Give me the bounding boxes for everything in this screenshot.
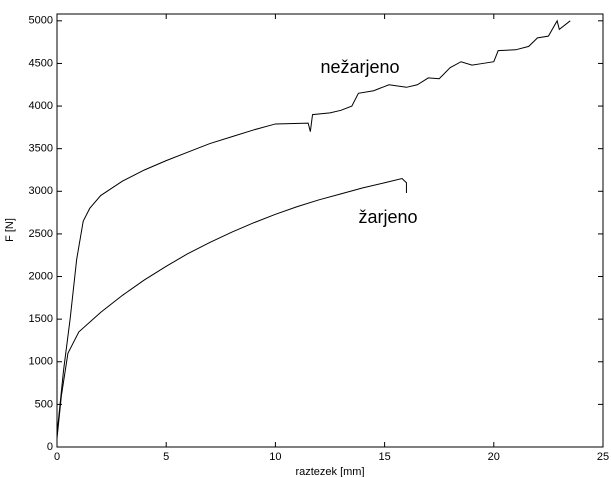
x-tick-label: 5 xyxy=(163,451,169,463)
y-tick-label: 2500 xyxy=(29,228,53,240)
y-axis-label: F [N] xyxy=(4,218,16,242)
plot-area xyxy=(56,13,604,448)
y-tick-label: 0 xyxy=(47,441,53,453)
x-tick-label: 25 xyxy=(597,451,609,463)
y-tick-label: 500 xyxy=(35,398,53,410)
data-line xyxy=(56,177,407,439)
y-tick-label: 4000 xyxy=(29,100,53,112)
data-line xyxy=(56,19,571,435)
y-tick-label: 4500 xyxy=(29,57,53,69)
x-axis-label: raztezek [mm] xyxy=(295,466,364,477)
y-tick-label: 3500 xyxy=(29,143,53,155)
y-tick-label: 2000 xyxy=(29,270,53,282)
annotation: nežarjeno xyxy=(320,57,399,77)
y-tick-label: 1000 xyxy=(29,356,53,368)
x-tick-label: 0 xyxy=(54,451,60,463)
y-tick-label: 5000 xyxy=(29,15,53,27)
x-tick-label: 10 xyxy=(269,451,281,463)
x-tick-label: 15 xyxy=(378,451,390,463)
y-tick-label: 1500 xyxy=(29,313,53,325)
x-tick-label: 20 xyxy=(488,451,500,463)
annotation: žarjeno xyxy=(358,207,417,227)
y-tick-label: 3000 xyxy=(29,185,53,197)
